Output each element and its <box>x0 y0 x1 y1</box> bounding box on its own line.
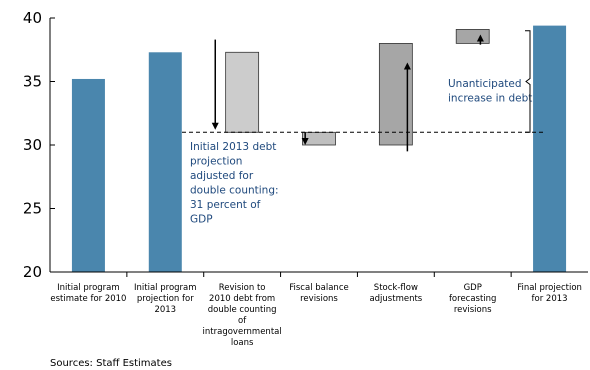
x-tick-label-0: Initial program estimate for 2010 <box>50 283 126 304</box>
arrow-head-3 <box>476 34 484 42</box>
bar-1 <box>148 52 182 272</box>
bar-6 <box>533 25 567 273</box>
source-note: Sources: Staff Estimates <box>50 358 172 369</box>
x-tick-label-line: estimate for 2010 <box>50 294 126 304</box>
x-tick-label-line: revisions <box>300 294 338 304</box>
x-tick-label-line: Revision to <box>219 283 266 293</box>
x-tick-label-line: adjustments <box>369 294 422 304</box>
x-tick-label-line: 2010 debt from <box>209 294 275 304</box>
annotation-line: double counting: <box>190 185 279 197</box>
bars-group <box>71 25 567 273</box>
x-tick-label-line: revisions <box>454 305 492 315</box>
arrow-head-1 <box>301 138 309 145</box>
annotation-line: 31 percent of <box>190 199 261 211</box>
annotation-line: GDP <box>190 214 213 226</box>
x-tick-label-line: forecasting <box>449 294 497 304</box>
annotation-line: Initial 2013 debt <box>190 141 276 153</box>
x-tick-label-line: GDP <box>464 283 482 293</box>
x-tick-label-line: Fiscal balance <box>289 283 348 293</box>
x-tick-label-1: Initial program projection for 2013 <box>134 283 197 315</box>
x-tick-label-6: Final projection for 2013 <box>517 283 582 304</box>
annotation-line: adjusted for <box>190 170 254 182</box>
x-tick-label-line: loans <box>231 338 254 348</box>
x-tick-label-5: GDP forecasting revisions <box>449 283 497 315</box>
y-tick-label-20: 20 <box>23 263 42 281</box>
y-tick-label-25: 25 <box>23 200 42 218</box>
annotation-0: Initial 2013 debt projection adjusted for d… <box>190 141 279 226</box>
x-tick-label-line: double counting <box>208 305 277 315</box>
x-tick-label-line: of <box>238 316 247 326</box>
x-tick-label-line: Initial program <box>134 283 197 293</box>
brace <box>525 30 531 133</box>
y-tick-label-30: 30 <box>23 136 42 154</box>
x-tick-label-line: for 2013 <box>532 294 568 304</box>
x-tick-label-line: 2013 <box>154 305 176 315</box>
annotation-line: projection <box>190 156 242 168</box>
x-tick-label-4: Stock-flow adjustments <box>369 283 422 304</box>
arrow-head-0 <box>211 122 219 130</box>
arrow-head-2 <box>403 62 411 70</box>
x-tick-label-line: Stock-flow <box>374 283 418 293</box>
x-tick-label-line: projection for <box>137 294 194 304</box>
annotation-1: Unanticipated increase in debt <box>448 78 532 105</box>
x-tick-label-line: Final projection <box>517 283 582 293</box>
y-tick-label-40: 40 <box>23 9 42 27</box>
x-tick-label-2: Revision to 2010 debt from double counting… <box>203 283 282 348</box>
overlay-group: Initial 2013 debt projection adjusted for d… <box>182 30 546 226</box>
annotation-line: increase in debt <box>448 93 532 105</box>
y-tick-label-35: 35 <box>23 73 42 91</box>
annotation-line: Unanticipated <box>448 78 522 90</box>
x-tick-label-line: Initial program <box>57 283 120 293</box>
bar-5 <box>455 29 490 44</box>
bar-0 <box>71 78 105 273</box>
x-tick-label-line: intragovernmental <box>203 327 282 337</box>
bar-2 <box>225 51 260 133</box>
x-tick-label-3: Fiscal balance revisions <box>289 283 348 304</box>
